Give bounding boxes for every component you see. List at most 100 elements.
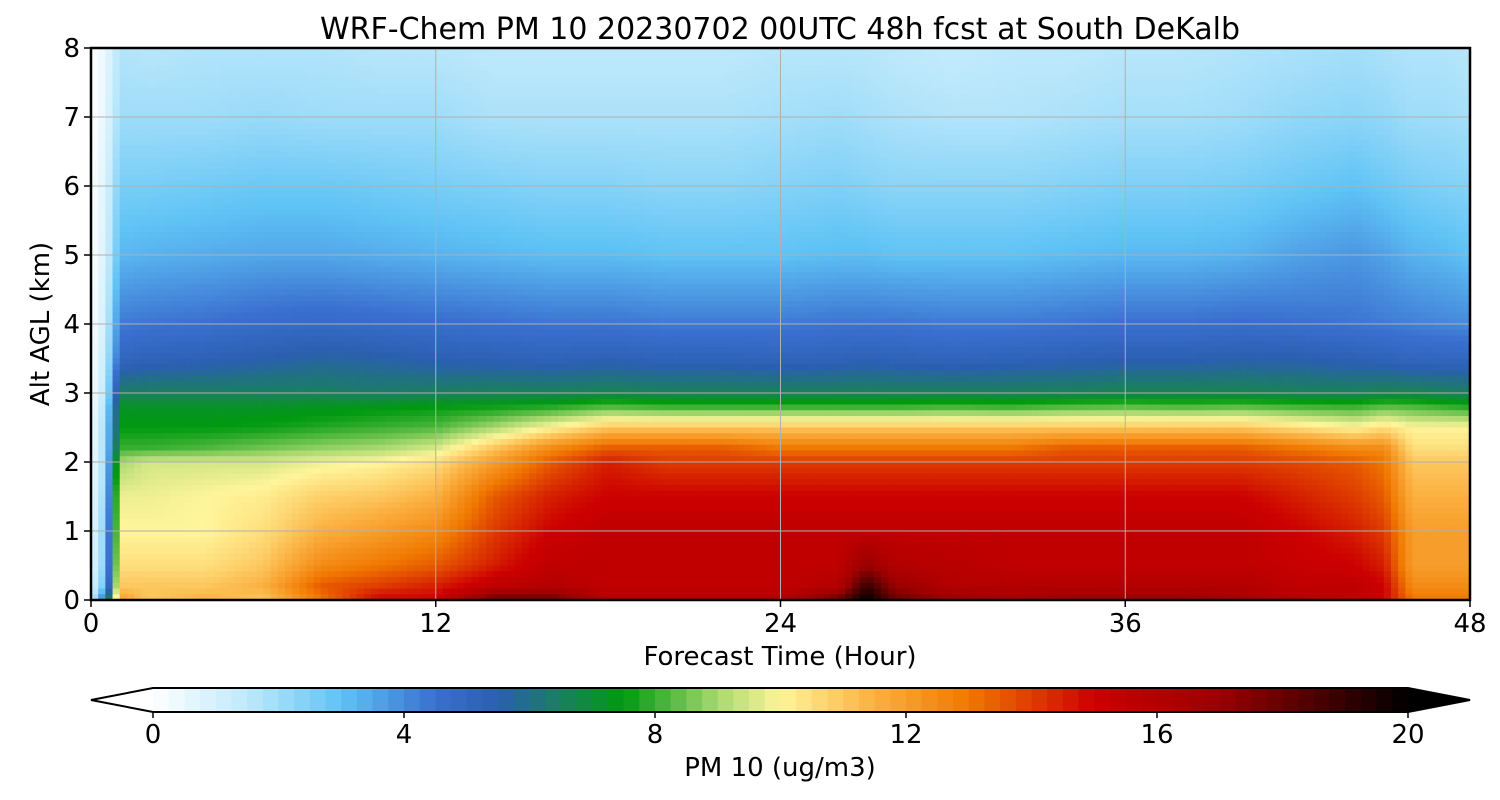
heatmap-cell	[888, 100, 896, 106]
heatmap-cell	[773, 186, 781, 192]
heatmap-cell	[342, 157, 350, 163]
heatmap-cell	[637, 157, 645, 163]
heatmap-cell	[464, 71, 472, 77]
heatmap-cell	[342, 192, 350, 198]
heatmap-cell	[1018, 192, 1026, 198]
heatmap-cell	[852, 146, 860, 152]
heatmap-cell	[1104, 60, 1112, 66]
heatmap-cell	[730, 146, 738, 152]
heatmap-cell	[802, 140, 810, 146]
heatmap-cell	[1276, 163, 1284, 169]
heatmap-cell	[536, 123, 544, 129]
heatmap-cell	[407, 106, 415, 112]
heatmap-cell	[493, 100, 501, 106]
heatmap-cell	[759, 129, 767, 135]
heatmap-cell	[1312, 117, 1320, 123]
heatmap-cell	[1140, 88, 1148, 94]
heatmap-cell	[587, 175, 595, 181]
heatmap-cell	[436, 129, 444, 135]
heatmap-cell	[1190, 100, 1198, 106]
heatmap-cell	[752, 94, 760, 100]
heatmap-cell	[1269, 94, 1277, 100]
heatmap-cell	[1405, 175, 1413, 181]
heatmap-cell	[953, 157, 961, 163]
heatmap-cell	[508, 88, 516, 94]
heatmap-cell	[464, 169, 472, 175]
heatmap-cell	[1032, 65, 1040, 71]
heatmap-cell	[1032, 94, 1040, 100]
heatmap-cell	[493, 157, 501, 163]
heatmap-cell	[1413, 152, 1421, 158]
heatmap-cell	[450, 175, 458, 181]
heatmap-cell	[773, 100, 781, 106]
heatmap-cell	[1334, 106, 1342, 112]
heatmap-cell	[1448, 77, 1456, 83]
heatmap-cell	[177, 157, 185, 163]
heatmap-cell	[1111, 163, 1119, 169]
heatmap-cell	[335, 60, 343, 66]
heatmap-cell	[421, 169, 429, 175]
heatmap-cell	[508, 94, 516, 100]
heatmap-cell	[1391, 163, 1399, 169]
heatmap-cell	[816, 65, 824, 71]
heatmap-cell	[184, 60, 192, 66]
heatmap-cell	[1039, 175, 1047, 181]
heatmap-cell	[1290, 192, 1298, 198]
heatmap-cell	[1305, 65, 1313, 71]
heatmap-cell	[816, 71, 824, 77]
heatmap-cell	[615, 129, 623, 135]
heatmap-cell	[393, 175, 401, 181]
heatmap-cell	[1233, 129, 1241, 135]
heatmap-cell	[199, 152, 207, 158]
heatmap-cell	[493, 88, 501, 94]
heatmap-cell	[895, 100, 903, 106]
heatmap-cell	[838, 54, 846, 60]
heatmap-cell	[831, 88, 839, 94]
heatmap-cell	[429, 60, 437, 66]
heatmap-cell	[177, 94, 185, 100]
heatmap-cell	[974, 146, 982, 152]
heatmap-cell	[1405, 140, 1413, 146]
heatmap-cell	[1010, 152, 1018, 158]
heatmap-cell	[1434, 94, 1442, 100]
heatmap-cell	[1082, 117, 1090, 123]
heatmap-cell	[256, 140, 264, 146]
heatmap-cell	[1104, 140, 1112, 146]
heatmap-cell	[558, 146, 566, 152]
heatmap-cell	[271, 175, 279, 181]
heatmap-cell	[1140, 65, 1148, 71]
heatmap-cell	[1147, 100, 1155, 106]
heatmap-cell	[723, 152, 731, 158]
heatmap-cell	[464, 157, 472, 163]
heatmap-cell	[206, 175, 214, 181]
heatmap-cell	[1025, 134, 1033, 140]
heatmap-cell	[1262, 94, 1270, 100]
heatmap-cell	[1341, 169, 1349, 175]
heatmap-cell	[1298, 83, 1306, 89]
heatmap-cell	[601, 152, 609, 158]
heatmap-cell	[306, 163, 314, 169]
heatmap-cell	[1154, 123, 1162, 129]
heatmap-cell	[1334, 54, 1342, 60]
heatmap-cell	[781, 175, 789, 181]
heatmap-cell	[335, 106, 343, 112]
heatmap-cell	[701, 77, 709, 83]
heatmap-cell	[472, 169, 480, 175]
heatmap-cell	[644, 129, 652, 135]
heatmap-cell	[1377, 134, 1385, 140]
heatmap-cell	[371, 192, 379, 198]
heatmap-cell	[1075, 152, 1083, 158]
heatmap-cell	[450, 71, 458, 77]
heatmap-cell	[278, 94, 286, 100]
heatmap-cell	[443, 100, 451, 106]
heatmap-cell	[156, 77, 164, 83]
heatmap-cell	[1441, 60, 1449, 66]
heatmap-cell	[1089, 140, 1097, 146]
heatmap-cell	[1118, 60, 1126, 66]
heatmap-cell	[953, 54, 961, 60]
heatmap-cell	[701, 163, 709, 169]
heatmap-cell	[1312, 169, 1320, 175]
heatmap-cell	[393, 60, 401, 66]
heatmap-cell	[170, 60, 178, 66]
heatmap-cell	[292, 71, 300, 77]
